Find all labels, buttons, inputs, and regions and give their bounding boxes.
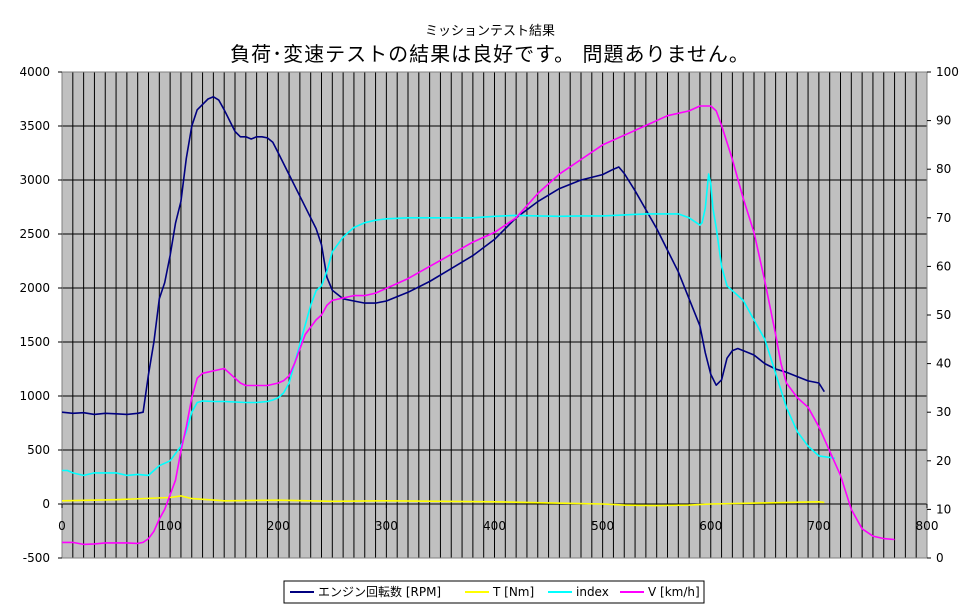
x-tick-label: 100 <box>159 519 182 533</box>
y-left-tick-label: 3000 <box>19 173 50 187</box>
series-line <box>61 495 825 507</box>
y-left-tick-label: 0 <box>42 497 50 511</box>
legend-entry: エンジン回転数 [RPM] <box>318 584 441 599</box>
y-right-tick-label: 10 <box>936 502 951 516</box>
y-right-tick-label: 70 <box>936 211 951 225</box>
y-left-tick-label: 500 <box>27 443 50 457</box>
y-left-tick-label: 1000 <box>19 389 50 403</box>
series-line <box>61 96 825 416</box>
x-tick-label: 600 <box>699 519 722 533</box>
y-right-tick-label: 30 <box>936 405 951 419</box>
chart-subtitle: 負荷･変速テストの結果は良好です。 問題ありません。 <box>230 42 750 66</box>
x-tick-label: 300 <box>375 519 398 533</box>
chart-title: ミッションテスト結果 <box>424 24 555 39</box>
y-right-tick-label: 80 <box>936 162 951 176</box>
y-left-tick-label: 2000 <box>19 281 50 295</box>
x-tick-label: 200 <box>267 519 290 533</box>
y-left-tick-label: 2500 <box>19 227 50 241</box>
y-left-tick-label: -500 <box>23 551 50 565</box>
series-line <box>62 105 895 546</box>
series-line <box>62 173 836 477</box>
y-left-tick-label: 4000 <box>19 65 50 79</box>
y-left-tick-label: 3500 <box>19 119 50 133</box>
legend-entry: V [km/h] <box>648 585 700 599</box>
y-right-tick-label: 90 <box>936 114 951 128</box>
legend-box <box>283 580 705 604</box>
y-right-tick-label: 0 <box>936 551 944 565</box>
x-tick-label: 700 <box>807 519 830 533</box>
y-right-tick-label: 40 <box>936 357 951 371</box>
legend-entry: index <box>576 585 609 599</box>
legend-entry: T [Nm] <box>492 585 534 599</box>
x-tick-label: 500 <box>591 519 614 533</box>
x-tick-label: 800 <box>916 519 939 533</box>
y-right-tick-label: 50 <box>936 308 951 322</box>
x-tick-label: 0 <box>58 519 66 533</box>
x-tick-label: 400 <box>483 519 506 533</box>
y-right-tick-label: 100 <box>936 65 959 79</box>
y-left-tick-label: 1500 <box>19 335 50 349</box>
y-right-tick-label: 20 <box>936 454 951 468</box>
y-right-tick-label: 60 <box>936 259 951 273</box>
